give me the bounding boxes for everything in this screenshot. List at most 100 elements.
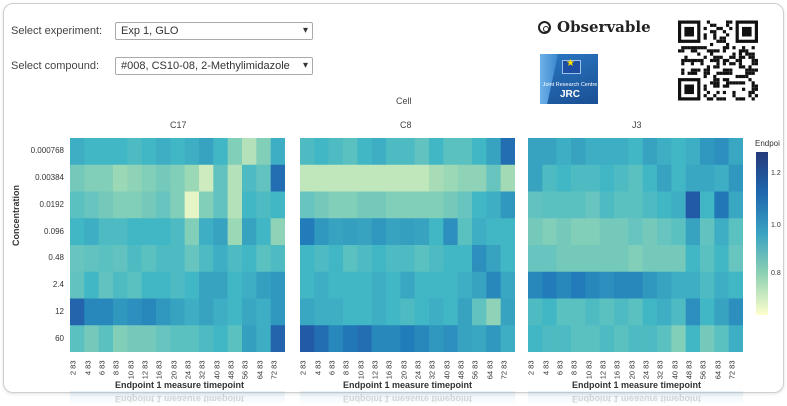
heatmap-cell	[472, 245, 487, 273]
heatmap-cell	[213, 191, 228, 219]
heatmap-cell	[328, 218, 344, 246]
heatmap-cell	[585, 138, 600, 166]
heatmap-cell	[386, 298, 401, 326]
x-tick-label: 12 83	[598, 360, 608, 380]
heatmap-cell	[714, 298, 729, 326]
heatmap-cell	[84, 191, 99, 219]
heatmap-cell	[199, 298, 214, 326]
heatmap-cell	[343, 164, 358, 192]
heatmap-cell	[357, 138, 372, 166]
heatmap-cell	[429, 325, 444, 352]
x-tick-label: 32 83	[197, 360, 207, 380]
heatmap-cell	[429, 245, 444, 273]
x-tick-label: 64 83	[713, 360, 722, 380]
heatmap-cell	[242, 245, 257, 273]
compound-select[interactable]: #008, CS10-08, 2-Methylimidazole ▾	[115, 57, 313, 75]
heatmap-cell	[500, 325, 515, 352]
heatmap-cell	[242, 191, 257, 219]
x-tick-label: 20 83	[399, 360, 408, 380]
heatmap-cell	[141, 191, 157, 219]
x-axis-label-c17: Endpoint 1 measure timepoint	[115, 380, 245, 390]
heatmap-cell	[614, 325, 629, 352]
y-tick-label: 60	[55, 333, 64, 343]
heatmap-cell	[556, 138, 572, 166]
x-tick-label: 10 83	[584, 360, 593, 380]
heatmap-cell	[472, 191, 487, 219]
heatmap-cell	[685, 191, 701, 219]
heatmap-cell	[270, 245, 285, 273]
heatmap-cell	[628, 298, 643, 326]
heatmap-cell	[429, 191, 444, 219]
experiment-select-value: Exp 1, GLO	[121, 25, 179, 37]
heatmap-cell	[127, 218, 142, 246]
heatmap-cell	[528, 138, 543, 166]
heatmap-cell	[170, 298, 185, 326]
heatmap-cell	[685, 218, 701, 246]
heatmap-cell	[500, 245, 515, 273]
heatmap-cell	[657, 218, 672, 246]
heatmap-cell	[213, 245, 228, 273]
x-tick-label: 2 83	[298, 360, 308, 376]
heatmap-cell	[628, 164, 643, 192]
heatmap-cell	[170, 191, 185, 219]
x-tick-label: 56 83	[470, 360, 480, 380]
observable-wordmark[interactable]: Observable	[557, 18, 651, 36]
heatmap-cell	[156, 138, 171, 166]
heatmap-cell	[728, 325, 743, 352]
heatmap-cell	[98, 245, 114, 273]
x-tick-label: 10 83	[356, 360, 365, 380]
heatmap-cell	[671, 325, 686, 352]
heatmap-cell	[170, 271, 185, 299]
heatmap-cell	[227, 245, 243, 273]
heatmap-cell	[141, 325, 157, 352]
heatmap-cell	[472, 325, 487, 352]
heatmap-cell	[457, 191, 473, 219]
heatmap-cell	[486, 164, 501, 192]
legend-tick: 1.2	[771, 170, 781, 177]
experiment-select[interactable]: Exp 1, GLO ▾	[115, 22, 313, 40]
heatmap-cell	[242, 138, 257, 166]
heatmap-cell	[127, 191, 142, 219]
heatmap-cell	[585, 191, 600, 219]
heatmap-cell	[300, 298, 315, 326]
heatmap-cell	[714, 138, 729, 166]
heatmap-cell	[98, 191, 114, 219]
x-tick-label: 4 83	[541, 360, 550, 376]
x-tick-label: 16 83	[384, 360, 394, 380]
heatmap-cell	[400, 138, 415, 166]
heatmap-cell	[642, 298, 658, 326]
heatmap-cell	[486, 298, 501, 326]
heatmap-cell	[242, 298, 257, 326]
panel-title-j3: J3	[632, 120, 642, 130]
heatmap-cell	[184, 191, 200, 219]
x-tick-label: 64 83	[485, 360, 494, 380]
heatmap-cell	[300, 164, 315, 192]
heatmap-cell	[98, 164, 114, 192]
heatmap-cell	[614, 164, 629, 192]
y-tick-label: 0.000768	[30, 146, 64, 156]
heatmap-cell	[599, 138, 615, 166]
heatmap-cell	[585, 218, 600, 246]
x-tick-label: 72 83	[269, 360, 279, 380]
heatmap-cell	[628, 325, 643, 352]
heatmap-cell	[156, 245, 171, 273]
x-tick-label: 6 83	[327, 360, 337, 376]
heatmap-cell	[528, 245, 543, 273]
heatmap-cell	[556, 218, 572, 246]
heatmap-cell	[199, 218, 214, 246]
x-tick-label: 6 83	[555, 360, 565, 376]
heatmap-cell	[571, 138, 586, 166]
heatmap-cell	[443, 271, 458, 299]
heatmap-cell	[728, 164, 743, 192]
x-tick-label: 72 83	[499, 360, 509, 380]
heatmap-cell	[184, 138, 200, 166]
heatmap-cell	[457, 325, 473, 352]
heatmap-cell	[84, 218, 99, 246]
heatmap-cell	[599, 218, 615, 246]
x-tick-label: 40 83	[212, 360, 221, 380]
heatmap-cell	[328, 138, 344, 166]
heatmap-cell	[314, 138, 329, 166]
heatmap-cell	[571, 191, 586, 219]
heatmap-cell	[227, 191, 243, 219]
heatmap-cell	[300, 245, 315, 273]
